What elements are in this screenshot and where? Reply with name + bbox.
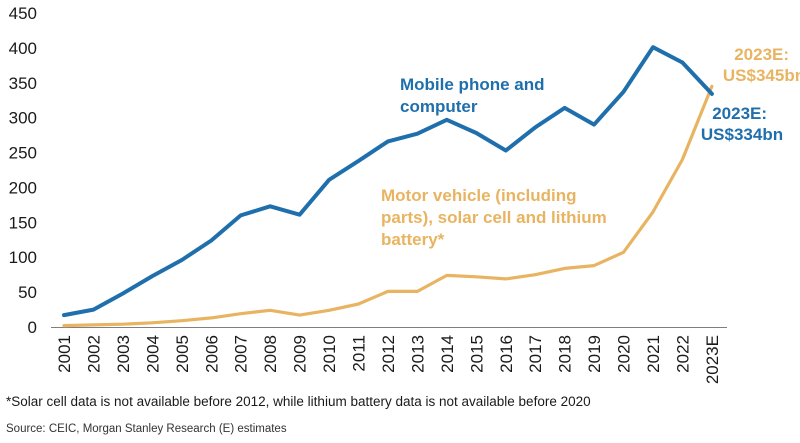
y-tick-label: 200 (9, 178, 37, 197)
x-tick-label: 2019 (585, 335, 604, 373)
x-tick-label: 2023E (703, 335, 722, 384)
footnote: *Solar cell data is not available before… (6, 394, 591, 409)
mobile-series-label: Mobile phone and computer (400, 75, 549, 116)
x-axis: 2001 2002 2003 2004 2005 2006 2007 2008 2009 2010… (55, 335, 722, 384)
x-tick-label: 2013 (408, 335, 427, 373)
x-tick-label: 2022 (673, 335, 692, 373)
x-tick-label: 2011 (350, 335, 369, 372)
x-tick-label: 2007 (232, 335, 251, 373)
x-tick-label: 2016 (497, 335, 516, 373)
y-axis: 0 50 100 150 200 250 300 350 400 450 (9, 4, 37, 337)
motor-end-value-label: 2023E: US$345bn (723, 45, 800, 85)
x-tick-label: 2015 (467, 335, 486, 373)
y-tick-label: 300 (9, 109, 37, 128)
x-tick-label: 2021 (644, 335, 663, 373)
motor-series-line (62, 84, 714, 328)
x-tick-label: 2014 (438, 335, 457, 373)
x-tick-label: 2018 (556, 335, 575, 373)
motor-series-label: Motor vehicle (including parts), solar c… (381, 186, 612, 249)
x-tick-label: 2001 (55, 335, 74, 373)
line-chart: 0 50 100 150 200 250 300 350 400 450 2001 2002 2003… (9, 4, 800, 384)
x-tick-label: 2008 (261, 335, 280, 373)
y-tick-label: 100 (9, 248, 37, 267)
x-tick-label: 2003 (114, 335, 133, 373)
x-tick-label: 2012 (379, 335, 398, 373)
x-tick-label: 2005 (173, 335, 192, 373)
y-tick-label: 400 (9, 39, 37, 58)
x-tick-label: 2009 (291, 335, 310, 373)
series-lines (62, 45, 714, 328)
mobile-end-value-label: 2023E: US$334bn (701, 104, 783, 144)
y-tick-label: 450 (9, 4, 37, 23)
y-tick-label: 250 (9, 144, 37, 163)
y-tick-label: 0 (28, 318, 37, 337)
x-tick-label: 2020 (615, 335, 634, 373)
mobile-series-line (62, 45, 714, 318)
y-tick-label: 50 (18, 283, 37, 302)
x-tick-label: 2006 (202, 335, 221, 373)
y-tick-label: 150 (9, 213, 37, 232)
x-tick-label: 2002 (84, 335, 103, 373)
source-note: Source: CEIC, Morgan Stanley Research (E… (6, 423, 287, 435)
y-tick-label: 350 (9, 74, 37, 93)
x-tick-label: 2004 (143, 335, 162, 373)
x-tick-label: 2010 (320, 335, 339, 373)
x-tick-label: 2017 (526, 335, 545, 373)
